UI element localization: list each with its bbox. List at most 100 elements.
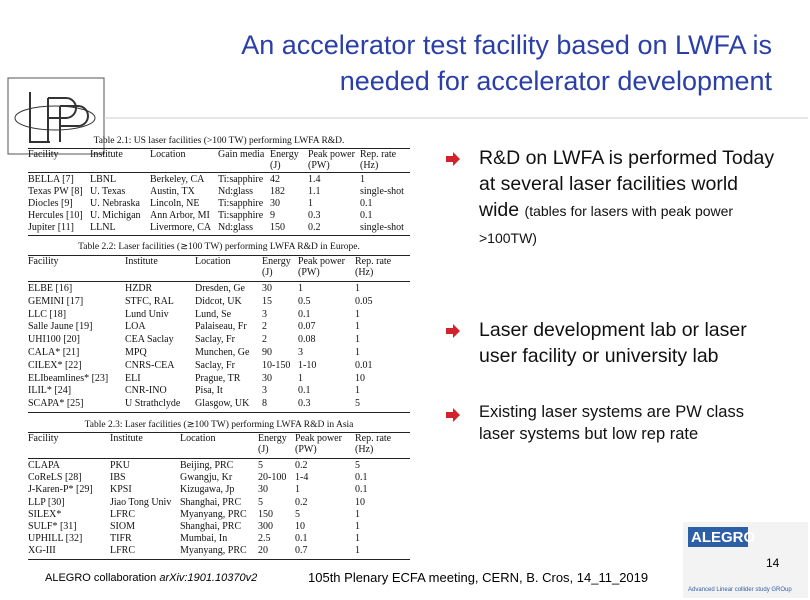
table-cell: Glasgow, UK	[195, 398, 250, 410]
table-cell: Berkeley, CA	[150, 174, 205, 185]
table-cell: CILEX* [22]	[28, 359, 82, 371]
bullet-text: (tables for lasers with peak power >100T…	[479, 202, 734, 246]
table-cell: 0.3	[308, 210, 321, 221]
table-cell: Shanghai, PRC	[180, 521, 242, 532]
table-cell: Myanyang, PRC	[180, 545, 247, 557]
table-cell: Jupiter [11]	[28, 222, 75, 233]
table-cell: 1	[355, 321, 360, 333]
table-cell: Ti:sapphire	[218, 210, 264, 221]
table-cell: UHI100 [20]	[28, 334, 80, 346]
table-cell: 1.1	[308, 186, 321, 197]
table-cell: 20	[258, 545, 268, 557]
table-cell: CoReLS [28]	[28, 472, 82, 484]
table-cell: 0.1	[295, 533, 308, 545]
table-header: Location	[150, 149, 186, 160]
table-cell: CALA* [21]	[28, 347, 80, 358]
table-cell: Pisa, It	[195, 385, 223, 397]
table-cell: 10-150	[262, 359, 291, 371]
table-cell: Didcot, UK	[195, 295, 242, 307]
table-cell: single-shot	[360, 222, 404, 233]
table: Table 2.1: US laser facilities (>100 TW)…	[28, 136, 410, 236]
table-rule	[28, 458, 410, 459]
table-cell: 2	[262, 321, 267, 333]
table-cell: 1	[355, 283, 360, 294]
table-cell: single-shot	[360, 186, 404, 197]
table-cell: Diocles [9]	[28, 198, 73, 209]
table-cell: Myanyang, PRC	[180, 508, 247, 520]
table-rule	[28, 172, 410, 173]
logo-tagline: Advanced Linear collider study GROup	[688, 587, 792, 593]
table-cell: 0.1	[355, 472, 368, 484]
table-cell: Saclay, Fr	[195, 359, 235, 371]
table-rule	[28, 148, 410, 149]
table-cell: 0.3	[298, 398, 311, 410]
table-cell: Shanghai, PRC	[180, 496, 242, 508]
table-cell: 1	[298, 372, 303, 384]
bullet: Laser development lab or laser user faci…	[479, 318, 779, 370]
table-cell: 2.5	[258, 533, 271, 545]
table-cell: UPHILL [32]	[28, 533, 83, 545]
table-cell: SCAPA* [25]	[28, 398, 84, 410]
table-cell: PKU	[110, 460, 131, 471]
table-cell: 10	[295, 521, 305, 532]
table-header: Rep. rate (Hz)	[360, 149, 397, 171]
table-cell: 30	[270, 198, 280, 209]
table-cell: IBS	[110, 472, 126, 484]
table-cell: BELLA [7]	[28, 174, 74, 185]
table-cell: 1-4	[295, 472, 309, 484]
table-cell: ELI	[125, 372, 141, 384]
bullet-text: Existing laser systems are PW class lase…	[479, 403, 744, 443]
table-cell: 0.07	[298, 321, 316, 333]
table-cell: 0.1	[355, 484, 368, 496]
table-header: Location	[180, 433, 216, 444]
table-cell: Ann Arbor, MI	[150, 210, 210, 221]
table-cell: Nd:glass	[218, 222, 253, 233]
table-cell: Mumbai, In	[180, 533, 228, 545]
table-cell: 90	[262, 347, 272, 358]
table-cell: 1.4	[308, 174, 321, 185]
arrow-shape	[446, 408, 460, 422]
table-cell: 1	[360, 174, 365, 185]
table-cell: Texas PW [8]	[28, 186, 83, 197]
table-cell: 8	[262, 398, 267, 410]
table-cell: 0.2	[308, 222, 321, 233]
table-cell: 1	[355, 521, 360, 532]
table-cell: LFRC	[110, 545, 136, 557]
table-cell: CEA Saclay	[125, 334, 174, 346]
title-line: needed for accelerator development	[339, 66, 772, 96]
table-header: Peak power (PW)	[298, 256, 345, 278]
page-number: 14	[766, 556, 780, 570]
bullet: R&D on LWFA is performed Today at severa…	[479, 146, 779, 252]
table-cell: 0.1	[360, 210, 373, 221]
table-cell: SULF* [31]	[28, 521, 77, 532]
table-cell: TIFR	[110, 533, 132, 545]
table-cell: CLAPA	[28, 460, 60, 471]
table-header: Energy (J)	[258, 433, 287, 455]
table-cell: 1	[295, 484, 300, 496]
table-header: Location	[195, 256, 231, 267]
table-cell: MPQ	[125, 347, 147, 358]
bullet-arrow	[446, 152, 460, 166]
table-cell: 42	[270, 174, 280, 185]
table-cell: 300	[258, 521, 273, 532]
table-cell: LLC [18]	[28, 308, 67, 320]
table-cell: Salle Jaune [19]	[28, 321, 93, 333]
table-rule	[28, 281, 410, 282]
table-cell: Lincoln, NE	[150, 198, 200, 209]
table-cell: U. Nebraska	[90, 198, 140, 209]
table-cell: 2	[262, 334, 267, 346]
table-cell: ILIL* [24]	[28, 385, 72, 397]
bullet-text: R&D on LWFA is performed Today at severa…	[479, 147, 775, 221]
table-cell: Palaiseau, Fr	[195, 321, 247, 333]
table-caption: Table 2.1: US laser facilities (>100 TW)…	[93, 136, 345, 146]
table-cell: 3	[298, 347, 303, 358]
table-cell: Ti:sapphire	[218, 174, 264, 185]
table-cell: U. Michigan	[90, 210, 141, 221]
logo-name: ALEGRO	[691, 529, 756, 546]
table-cell: 1	[308, 198, 313, 209]
table: Table 2.3: Laser facilities (≳100 TW) pe…	[28, 419, 410, 561]
table-cell: 0.1	[298, 385, 311, 397]
table-cell: Beijing, PRC	[180, 460, 234, 471]
table-cell: 1	[355, 508, 360, 520]
